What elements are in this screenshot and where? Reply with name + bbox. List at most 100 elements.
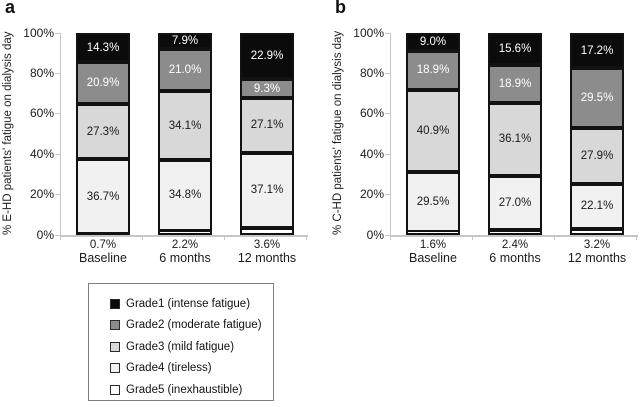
bar-segment bbox=[240, 79, 294, 99]
bar-segment bbox=[158, 48, 212, 92]
y-axis-line bbox=[390, 33, 391, 235]
bar-segment bbox=[240, 33, 294, 80]
bar-segment bbox=[406, 89, 460, 173]
y-tick-mark bbox=[55, 72, 60, 74]
panel-letter-a: a bbox=[5, 0, 16, 17]
bar-value-label: 18.9% bbox=[498, 77, 532, 90]
bar-segment bbox=[570, 127, 624, 184]
legend-item: Grade4 (tireless) bbox=[89, 358, 273, 380]
bar-segment bbox=[76, 104, 130, 160]
bar-value-label: 27.9% bbox=[580, 149, 614, 162]
category-label: Baseline bbox=[409, 251, 457, 265]
bar-segment bbox=[406, 172, 460, 232]
x-tick-mark bbox=[472, 235, 473, 240]
legend-swatch bbox=[110, 384, 120, 395]
bar-value-label: 7.9% bbox=[171, 34, 199, 47]
category-label: 6 months bbox=[489, 251, 541, 265]
y-axis-line bbox=[60, 33, 61, 235]
x-tick-mark bbox=[390, 235, 391, 240]
y-tick-label: 80% bbox=[359, 65, 384, 80]
y-tick-label: 100% bbox=[353, 25, 384, 40]
legend-item: Grade3 (mild fatigue) bbox=[89, 336, 273, 358]
bar-segment bbox=[158, 33, 212, 49]
category-label: Baseline bbox=[79, 251, 127, 265]
category-label: 12 months bbox=[237, 251, 297, 265]
bar-segment bbox=[570, 228, 624, 235]
y-tick-mark bbox=[55, 113, 60, 115]
legend-item: Grade5 (inexhaustible) bbox=[89, 379, 273, 401]
bar-value-label: 36.7% bbox=[86, 190, 120, 203]
legend-label: Grade2 (moderate fatigue) bbox=[126, 319, 262, 332]
y-tick-label: 20% bbox=[29, 187, 54, 202]
bar-segment bbox=[158, 160, 212, 231]
bar-value-label: 29.5% bbox=[416, 195, 450, 208]
legend-item: Grade2 (moderate fatigue) bbox=[89, 315, 273, 337]
legend-swatch bbox=[110, 298, 120, 309]
bar-value-label: 27.3% bbox=[86, 125, 120, 138]
bar-segment bbox=[488, 33, 542, 65]
bar-value-label: 34.8% bbox=[168, 189, 202, 202]
x-axis-line bbox=[60, 235, 308, 237]
y-tick-label: 40% bbox=[359, 146, 384, 161]
below-axis-value-label: 1.6% bbox=[419, 239, 447, 251]
legend: Grade1 (intense fatigue) Grade2 (moderate… bbox=[88, 283, 274, 401]
y-tick-label: 60% bbox=[359, 106, 384, 121]
legend-label: Grade3 (mild fatigue) bbox=[126, 340, 235, 353]
bar-segment bbox=[488, 175, 542, 231]
bar-segment bbox=[158, 91, 212, 161]
bar-segment bbox=[488, 64, 542, 103]
panel-b: b % C-HD patients' fatigue on dialysis d… bbox=[330, 0, 640, 272]
y-tick-mark bbox=[55, 32, 60, 34]
bar-value-label: 9.0% bbox=[419, 36, 447, 49]
bar-segment bbox=[570, 67, 624, 128]
bar-value-label: 22.9% bbox=[250, 50, 284, 63]
bar-segment bbox=[158, 230, 212, 235]
legend-swatch bbox=[110, 363, 120, 374]
y-tick-mark bbox=[55, 194, 60, 196]
bar-value-label: 17.2% bbox=[580, 44, 614, 57]
bar-value-label: 9.3% bbox=[253, 82, 281, 95]
y-tick-label: 0% bbox=[36, 227, 54, 242]
y-tick-label: 80% bbox=[29, 65, 54, 80]
panel-a: a % E-HD patients' fatigue on dialysis d… bbox=[0, 0, 320, 272]
y-tick-label: 40% bbox=[29, 146, 54, 161]
plot-area-b: 0% 20% 40% 60% 80% 100% 1.6% 29.5% 40.9% 18.9% 9.0… bbox=[330, 0, 640, 272]
y-tick-label: 20% bbox=[359, 187, 384, 202]
y-tick-mark bbox=[385, 234, 390, 236]
y-tick-mark bbox=[385, 153, 390, 155]
x-axis-line bbox=[390, 235, 638, 237]
bar-segment bbox=[488, 102, 542, 176]
panel-letter-b: b bbox=[335, 0, 346, 17]
legend-swatch bbox=[110, 341, 120, 352]
below-axis-value-label: 2.2% bbox=[171, 239, 199, 251]
bar-value-label: 15.6% bbox=[498, 42, 532, 55]
category-label: 12 months bbox=[567, 251, 627, 265]
bar-segment bbox=[406, 51, 460, 90]
bar-value-label: 29.5% bbox=[580, 91, 614, 104]
bar-segment bbox=[570, 183, 624, 229]
legend-item: Grade1 (intense fatigue) bbox=[89, 293, 273, 315]
bar-value-label: 20.9% bbox=[86, 77, 120, 90]
bar-segment bbox=[76, 159, 130, 234]
x-tick-mark bbox=[142, 235, 143, 240]
below-axis-value-label: 3.2% bbox=[583, 239, 611, 251]
below-axis-value-label: 3.6% bbox=[253, 239, 281, 251]
y-tick-mark bbox=[385, 32, 390, 34]
x-tick-mark bbox=[224, 235, 225, 240]
bar-value-label: 27.0% bbox=[498, 196, 532, 209]
bar-segment bbox=[570, 33, 624, 68]
bar-value-label: 14.3% bbox=[86, 41, 120, 54]
y-tick-mark bbox=[385, 194, 390, 196]
x-tick-mark bbox=[554, 235, 555, 240]
bar-segment bbox=[76, 33, 130, 63]
y-tick-label: 0% bbox=[366, 227, 384, 242]
below-axis-value-label: 0.7% bbox=[89, 239, 117, 251]
x-tick-mark bbox=[60, 235, 61, 240]
bar-value-label: 22.1% bbox=[580, 200, 614, 213]
bar-segment bbox=[406, 33, 460, 52]
bar-segment bbox=[76, 62, 130, 105]
bar-value-label: 21.0% bbox=[168, 64, 202, 77]
bar-value-label: 36.1% bbox=[498, 133, 532, 146]
legend-label: Grade1 (intense fatigue) bbox=[126, 297, 251, 310]
